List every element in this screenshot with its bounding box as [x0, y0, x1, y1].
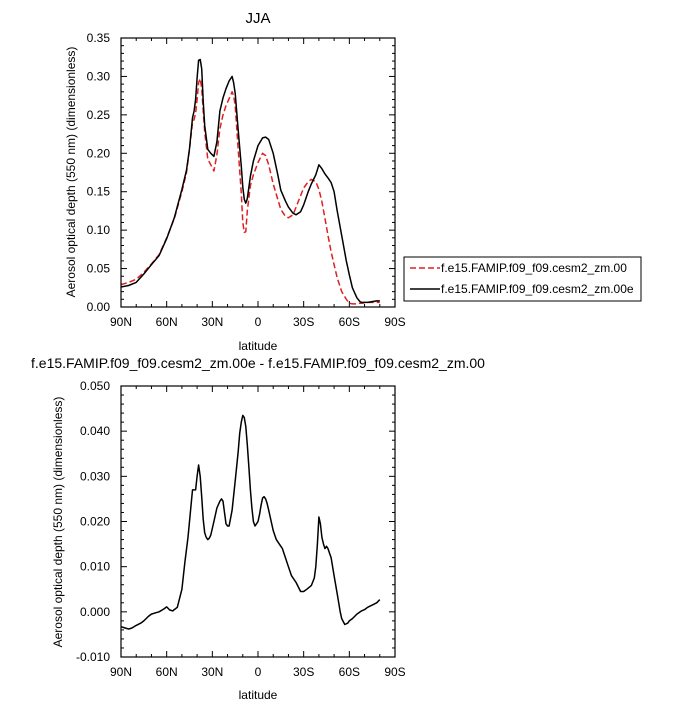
- bottom-y-tick-label: -0.010: [76, 650, 110, 664]
- top-y-tick-label: 0.20: [87, 146, 111, 160]
- legend-entry-series-00e: f.e15.FAMIP.f09_f09.cesm2_zm.00e: [441, 282, 634, 296]
- top-y-tick-label: 0.30: [87, 69, 111, 83]
- bottom-x-tick-label: 60N: [156, 665, 178, 679]
- top-chart-series-layer: [120, 58, 380, 305]
- bottom-chart-series-layer: [120, 414, 381, 630]
- bottom-chart-y-axis-label: Aerosol optical depth (550 nm) (dimensio…: [51, 397, 65, 648]
- bottom-x-tick-label: 30S: [293, 665, 314, 679]
- top-x-tick-label: 90S: [384, 315, 405, 329]
- top-y-tick-label: 0.10: [87, 223, 111, 237]
- top-y-tick-label: 0.25: [87, 108, 111, 122]
- top-x-tick-label: 0: [255, 315, 262, 329]
- top-x-tick-label: 30N: [201, 315, 223, 329]
- bottom-x-tick-label: 0: [255, 665, 262, 679]
- top-chart-y-axis-label: Aerosol optical depth (550 nm) (dimensio…: [64, 47, 78, 298]
- top-chart-plot-frame: [120, 37, 396, 308]
- top-x-tick-label: 60S: [339, 315, 360, 329]
- bottom-chart-panel: f.e15.FAMIP.f09_f09.cesm2_zm.00e - f.e15…: [31, 355, 485, 702]
- top-series-line-0: [120, 77, 380, 305]
- bottom-y-tick-label: 0.000: [80, 605, 110, 619]
- bottom-y-tick-label: 0.020: [80, 515, 110, 529]
- bottom-chart-title: f.e15.FAMIP.f09_f09.cesm2_zm.00e - f.e15…: [31, 355, 485, 371]
- top-x-tick-label: 60N: [156, 315, 178, 329]
- bottom-y-tick-label: 0.010: [80, 560, 110, 574]
- bottom-chart-plot-frame: [120, 385, 396, 658]
- legend: f.e15.FAMIP.f09_f09.cesm2_zm.00 f.e15.FA…: [403, 256, 642, 302]
- top-chart-axes: 90N 60N 30N 0 30S 60S 90S 0.00 0.05 0.10 0.15 0.20 0…: [87, 31, 406, 329]
- bottom-x-tick-label: 30N: [201, 665, 223, 679]
- top-x-tick-label: 30S: [293, 315, 314, 329]
- bottom-chart-x-axis-label: latitude: [239, 688, 278, 702]
- top-chart-panel: JJA 90N 60N 30N 0 30S 60S 90S 0.00 0.05 0.10 0.15 0…: [64, 10, 642, 353]
- bottom-y-tick-label: 0.030: [80, 469, 110, 483]
- top-y-tick-label: 0.00: [87, 300, 111, 314]
- bottom-x-tick-label: 90S: [384, 665, 405, 679]
- top-chart-x-axis-label: latitude: [239, 339, 278, 353]
- top-y-tick-label: 0.15: [87, 185, 111, 199]
- top-y-tick-label: 0.35: [87, 31, 111, 45]
- bottom-x-tick-label: 90N: [110, 665, 132, 679]
- legend-entry-series-00: f.e15.FAMIP.f09_f09.cesm2_zm.00: [441, 261, 627, 275]
- legend-box: [403, 256, 642, 302]
- top-series-line-1: [120, 58, 380, 304]
- bottom-y-tick-label: 0.040: [80, 424, 110, 438]
- top-chart-title: JJA: [245, 10, 270, 27]
- bottom-x-tick-label: 60S: [339, 665, 360, 679]
- top-y-tick-label: 0.05: [87, 262, 111, 276]
- bottom-y-tick-label: 0.050: [80, 379, 110, 393]
- top-x-tick-label: 90N: [110, 315, 132, 329]
- bottom-series-line-0: [120, 414, 381, 630]
